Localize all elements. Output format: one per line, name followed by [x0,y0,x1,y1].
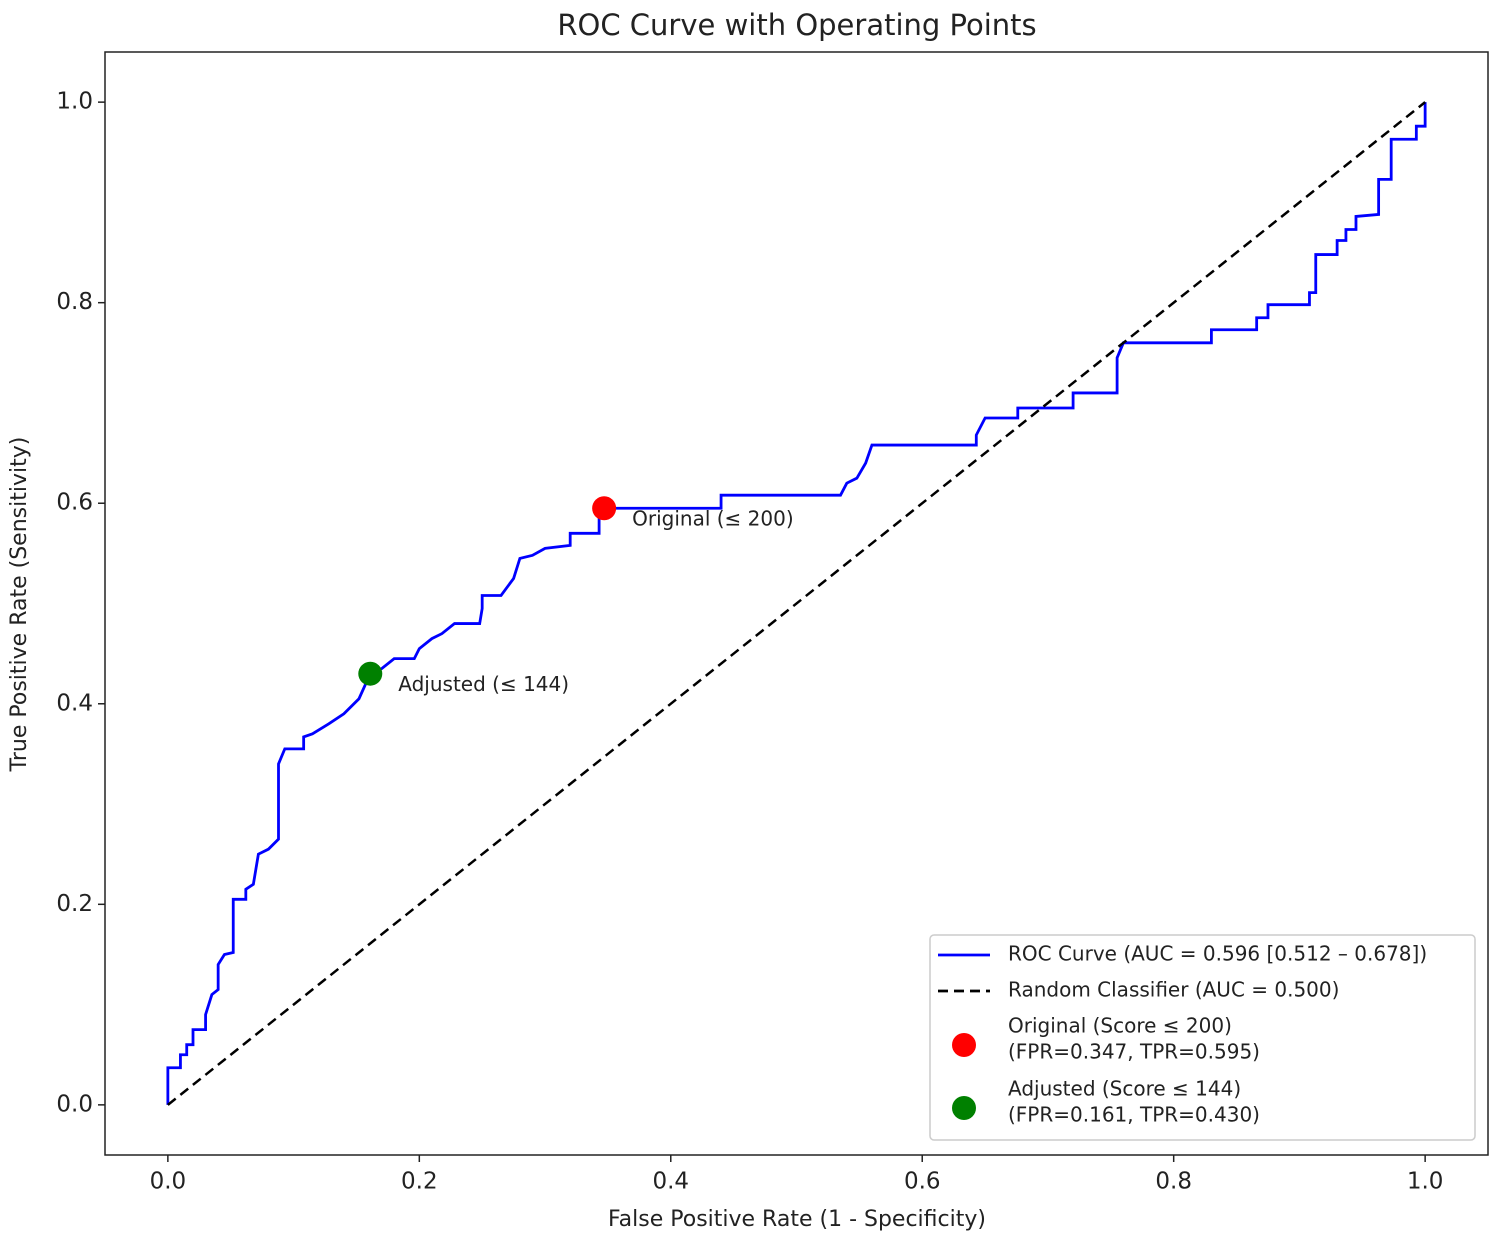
point-annotation: Original (≤ 200) [632,507,794,531]
y-tick-label: 0.4 [56,690,93,716]
y-axis-label: True Positive Rate (Sensitivity) [7,437,32,773]
y-tick-label: 0.2 [56,891,93,917]
legend-detail: (FPR=0.347, TPR=0.595) [1008,1040,1260,1064]
legend-label: ROC Curve (AUC = 0.596 [0.512 – 0.678]) [1008,942,1427,966]
plot-frame [104,51,1489,1156]
y-tick-label: 0.6 [56,490,93,516]
point-annotation: Adjusted (≤ 144) [398,672,569,696]
legend-marker [952,1096,976,1120]
legend-box [929,934,1476,1141]
chart-title: ROC Curve with Operating Points [557,8,1036,42]
y-tick-label: 1.0 [56,89,93,115]
x-tick-label: 0.6 [904,1169,941,1195]
x-axis-label: False Positive Rate (1 - Specificity) [608,1207,986,1232]
x-tick-label: 1.0 [1407,1169,1444,1195]
legend-marker [952,1033,976,1057]
x-tick-label: 0.8 [1155,1169,1192,1195]
x-tick-label: 0.2 [401,1169,438,1195]
y-tick-label: 0.8 [56,289,93,315]
roc-curve [166,102,1427,1105]
operating-point [592,496,617,521]
y-tick-label: 0.0 [56,1091,93,1117]
x-tick-label: 0.0 [150,1169,187,1195]
reference-line [167,101,1426,1106]
operating-point [358,661,383,686]
x-tick-label: 0.4 [652,1169,689,1195]
legend-label: Random Classifier (AUC = 0.500) [1008,978,1339,1002]
legend-detail: (FPR=0.161, TPR=0.430) [1008,1103,1260,1127]
legend-label: Adjusted (Score ≤ 144) [1008,1077,1241,1101]
legend-label: Original (Score ≤ 200) [1008,1014,1232,1038]
